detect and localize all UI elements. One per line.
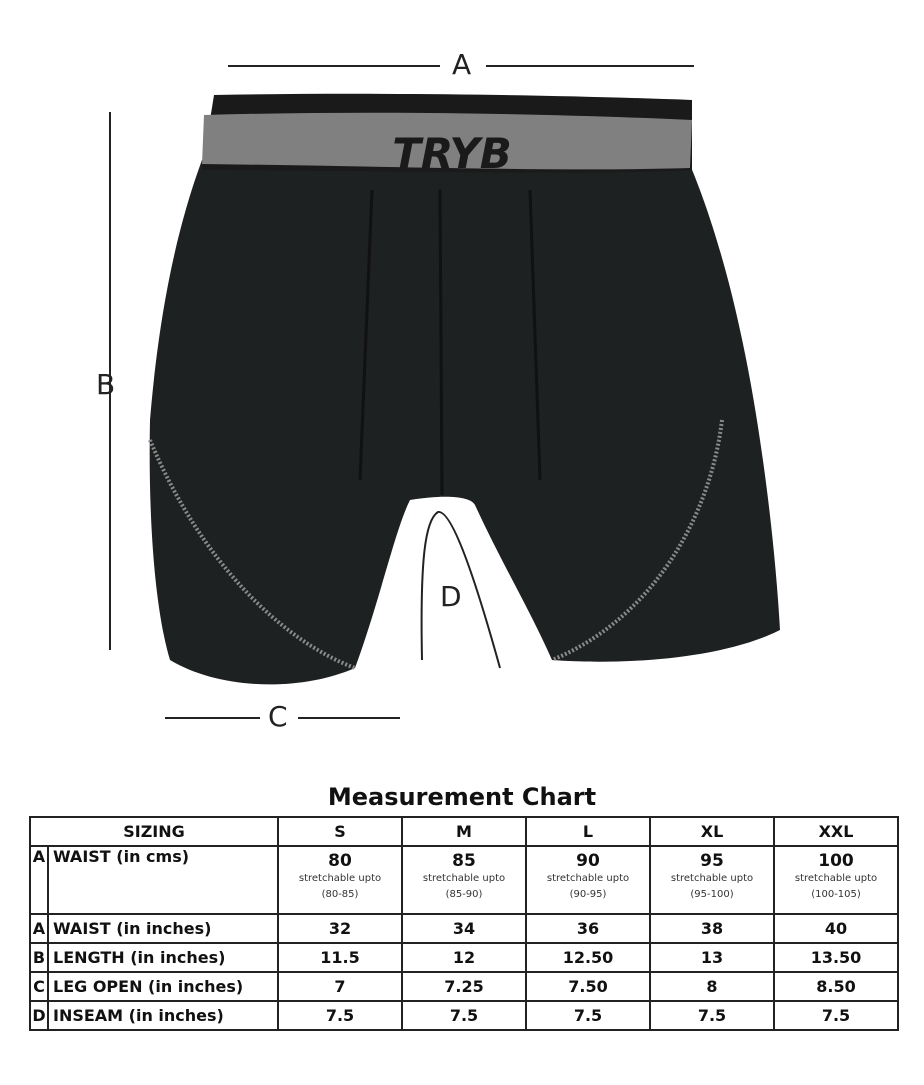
table-cell: 7.50 (525, 971, 651, 1002)
table-cell: 13.50 (773, 942, 899, 973)
header-size: XL (649, 816, 775, 847)
header-sizing: SIZING (29, 816, 279, 847)
table-cell: 11.5 (277, 942, 403, 973)
table-cell: 12 (401, 942, 527, 973)
table-row: D INSEAM (in inches) 7.5 7.5 7.5 7.5 7.5 (29, 1000, 899, 1031)
row-letter: D (29, 1000, 49, 1031)
table-row: B LENGTH (in inches) 11.5 12 12.50 13 13… (29, 942, 899, 973)
table-cell: 32 (277, 913, 403, 944)
table-cell: 85 stretchable upto (85-90) (401, 845, 527, 915)
table-cell: 7.25 (401, 971, 527, 1002)
table-cell: 7.5 (773, 1000, 899, 1031)
table-cell: 100 stretchable upto (100-105) (773, 845, 899, 915)
table-cell: 8.50 (773, 971, 899, 1002)
table-cell: 7.5 (525, 1000, 651, 1031)
table-header-row: SIZING S M L XL XXL (29, 816, 899, 847)
inseam-curve-d (420, 511, 501, 669)
table-cell: 7.5 (401, 1000, 527, 1031)
header-size: XXL (773, 816, 899, 847)
table-cell: 13 (649, 942, 775, 973)
table-cell: 36 (525, 913, 651, 944)
table-cell: 7.5 (649, 1000, 775, 1031)
table-cell: 38 (649, 913, 775, 944)
table-cell: 80 stretchable upto (80-85) (277, 845, 403, 915)
boxer-brief-diagram: TRYB (109, 65, 780, 719)
table-cell: 8 (649, 971, 775, 1002)
measurement-table: SIZING S M L XL XXL A WAIST (in cms) 80 s… (29, 816, 899, 1031)
boxer-brief: TRYB (148, 93, 780, 685)
table-row: A WAIST (in cms) 80 stretchable upto (80-8… (29, 845, 899, 915)
chart-title: Measurement Chart (327, 783, 597, 811)
header-size: L (525, 816, 651, 847)
table-cell: 7 (277, 971, 403, 1002)
label-b: B (96, 368, 116, 401)
table-cell: 95 stretchable upto (95-100) (649, 845, 775, 915)
row-letter: C (29, 971, 49, 1002)
row-letter: B (29, 942, 49, 973)
row-label: LENGTH (in inches) (47, 942, 279, 973)
table-cell: 7.5 (277, 1000, 403, 1031)
table-cell: 12.50 (525, 942, 651, 973)
table-row: C LEG OPEN (in inches) 7 7.25 7.50 8 8.5… (29, 971, 899, 1002)
table-cell: 90 stretchable upto (90-95) (525, 845, 651, 915)
label-a: A (452, 48, 472, 81)
table-cell: 34 (401, 913, 527, 944)
header-size: S (277, 816, 403, 847)
row-label: INSEAM (in inches) (47, 1000, 279, 1031)
table-row: A WAIST (in inches) 32 34 36 38 40 (29, 913, 899, 944)
label-c: C (268, 700, 288, 733)
brand-logo: TRYB (392, 129, 512, 178)
row-label: WAIST (in inches) (47, 913, 279, 944)
header-size: M (401, 816, 527, 847)
row-letter: A (29, 913, 49, 944)
label-d: D (440, 580, 462, 613)
row-letter: A (29, 845, 49, 915)
row-label: LEG OPEN (in inches) (47, 971, 279, 1002)
row-label: WAIST (in cms) (47, 845, 279, 915)
table-cell: 40 (773, 913, 899, 944)
